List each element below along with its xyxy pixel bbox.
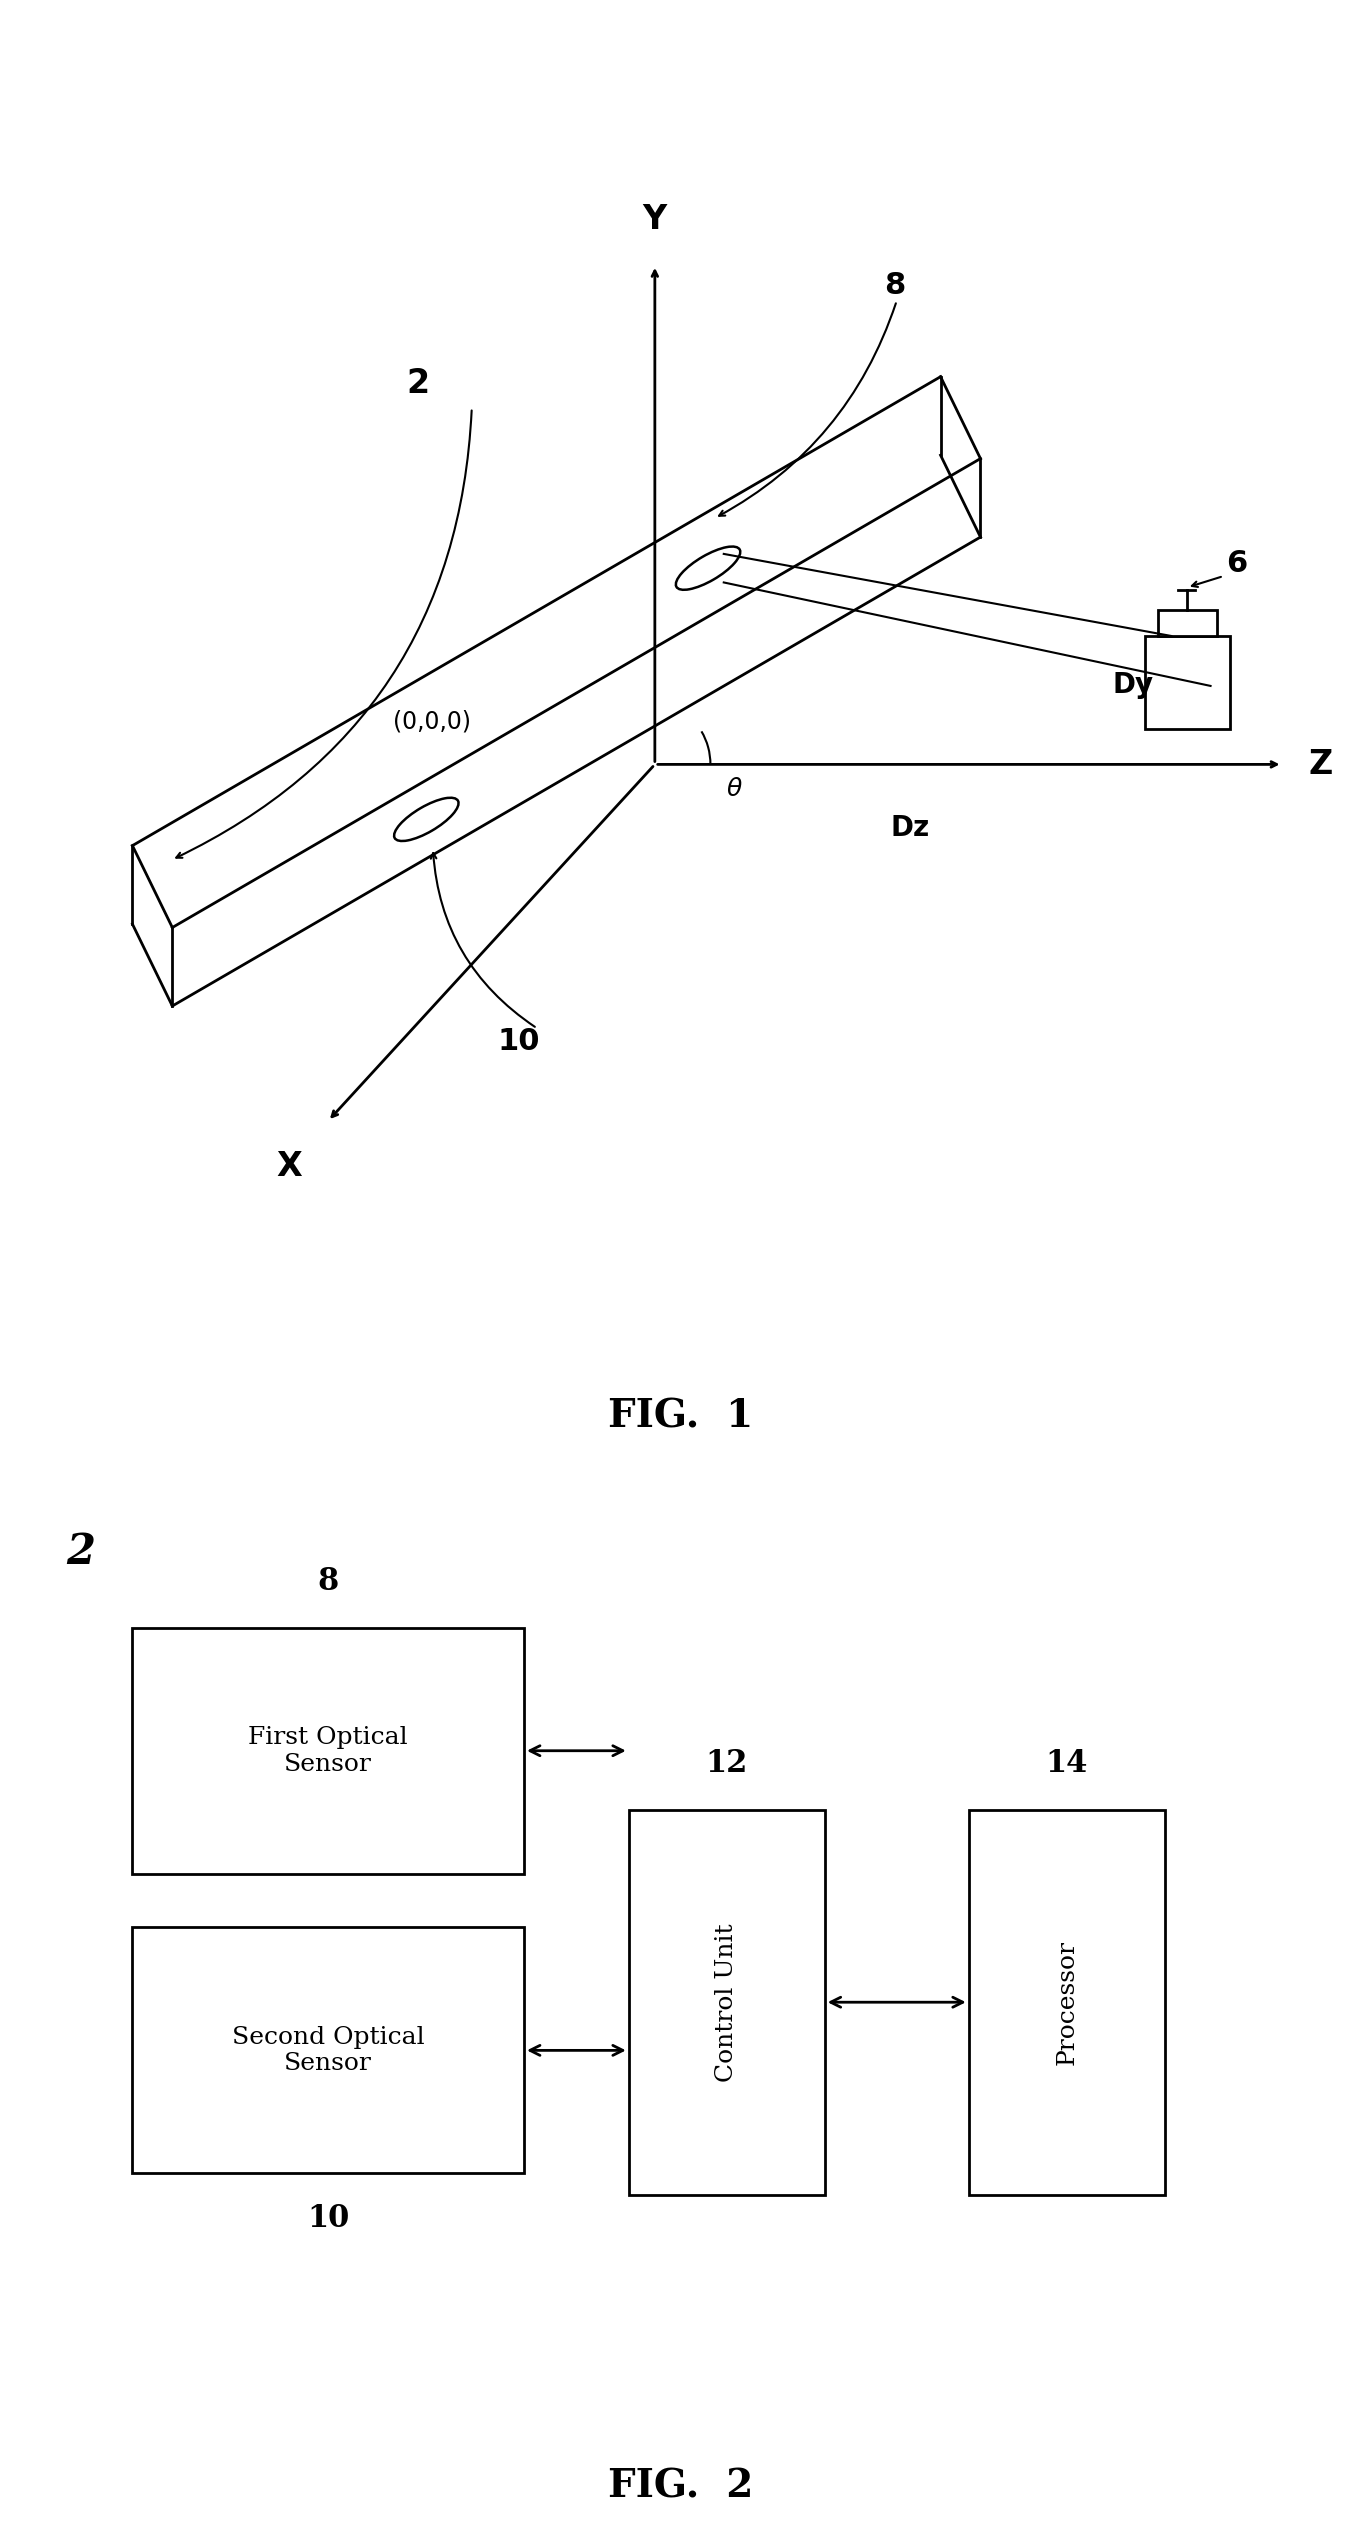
Text: 12: 12 bbox=[706, 1748, 748, 1779]
Polygon shape bbox=[1145, 637, 1230, 729]
Polygon shape bbox=[132, 846, 173, 1006]
Polygon shape bbox=[941, 377, 981, 538]
Text: Dy: Dy bbox=[1113, 670, 1154, 698]
Text: 2: 2 bbox=[67, 1531, 95, 1572]
Text: Dz: Dz bbox=[891, 813, 929, 841]
Text: 6: 6 bbox=[1226, 548, 1248, 578]
Text: Processor: Processor bbox=[1056, 1939, 1079, 2064]
Text: 8: 8 bbox=[317, 1567, 339, 1598]
Polygon shape bbox=[173, 459, 981, 1006]
Text: 14: 14 bbox=[1046, 1748, 1088, 1779]
Text: 2: 2 bbox=[406, 367, 429, 400]
Text: (0,0,0): (0,0,0) bbox=[394, 711, 471, 734]
Polygon shape bbox=[132, 377, 981, 927]
Text: 10: 10 bbox=[306, 2204, 349, 2235]
Text: Control Unit: Control Unit bbox=[715, 1924, 738, 2082]
Text: X: X bbox=[276, 1149, 302, 1182]
Text: Y: Y bbox=[643, 204, 667, 237]
Text: First Optical
Sensor: First Optical Sensor bbox=[248, 1725, 407, 1776]
Text: 8: 8 bbox=[884, 270, 904, 301]
Text: Second Optical
Sensor: Second Optical Sensor bbox=[232, 2026, 425, 2074]
Text: θ: θ bbox=[727, 777, 742, 800]
Text: 10: 10 bbox=[498, 1027, 541, 1055]
Polygon shape bbox=[1158, 612, 1218, 637]
Text: FIG.  2: FIG. 2 bbox=[609, 2466, 753, 2505]
Text: Z: Z bbox=[1309, 749, 1333, 780]
Text: FIG.  1: FIG. 1 bbox=[609, 1396, 753, 1435]
